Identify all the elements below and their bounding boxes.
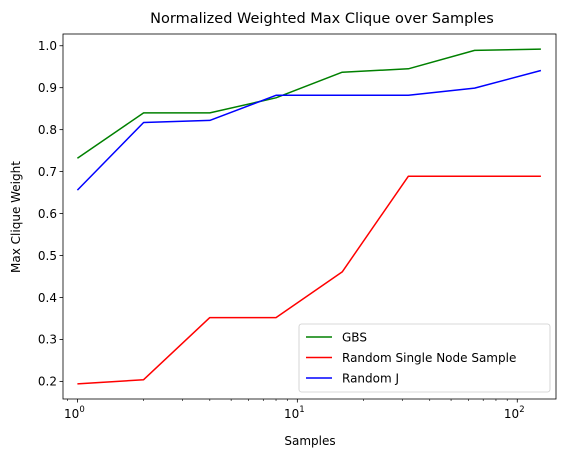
y-tick-label: 0.2 [38,375,57,389]
y-tick-label: 0.5 [38,249,57,263]
series-line-2 [76,69,542,191]
y-tick-label: 0.3 [38,333,57,347]
y-tick-label: 0.7 [38,165,57,179]
x-tick-label: 102 [504,405,525,421]
x-tick-label-base: 10 [284,407,299,421]
series-line-0 [76,48,541,159]
y-tick-label: 1.0 [38,39,57,53]
x-axis-label: Samples [284,434,335,448]
x-tick-label: 100 [64,405,85,421]
legend-label-1: Random Single Node Sample [342,351,516,365]
legend: GBS Random Single Node Sample Random J [298,323,551,393]
y-tick-label: 0.9 [38,81,57,95]
x-tick-label-base: 10 [504,407,519,421]
legend-label-0: GBS [342,330,367,344]
y-tick-label: 0.6 [38,207,57,221]
y-tick-label: 0.8 [38,123,57,137]
chart-title: Normalized Weighted Max Clique over Samp… [150,11,494,27]
x-tick-label-base: 10 [64,407,79,421]
x-tick-label-exponent: 2 [519,405,524,415]
series-line-1 [77,175,541,385]
legend-frame [298,323,551,393]
x-tick-label-exponent: 1 [299,405,304,415]
y-tick-label: 0.4 [38,291,57,305]
y-axis-label: Max Clique Weight [9,161,23,273]
x-tick-label: 101 [284,405,305,421]
x-tick-label-exponent: 0 [79,405,84,415]
plot-frame [62,33,557,400]
legend-label-2: Random J [342,371,399,385]
